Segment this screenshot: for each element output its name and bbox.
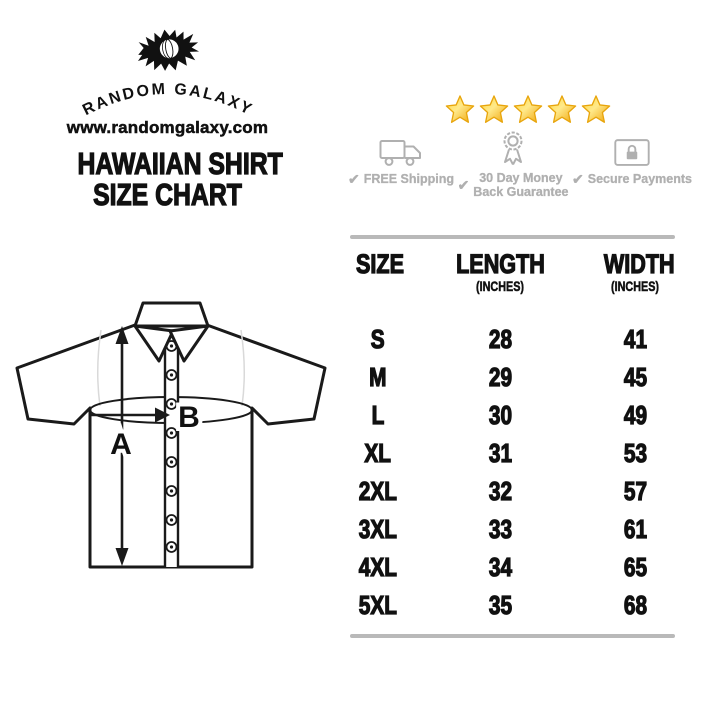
- table-bottom-rule: [350, 634, 675, 638]
- page-title-line1: HAWAIIAN SHIRT: [77, 146, 283, 181]
- column-header-width-unit: (INCHES): [611, 279, 659, 295]
- star-rating: [444, 94, 612, 126]
- badge-money-back: ✔ 30 Day Money Back Guarantee: [458, 130, 569, 200]
- star-icon: [580, 94, 612, 126]
- length-value: 29: [488, 361, 512, 392]
- column-header-width: WIDTH: [603, 249, 675, 279]
- table-row: 2XL 32 57: [350, 472, 675, 510]
- website-url: www.randomgalaxy.com: [66, 118, 269, 138]
- length-arrow: [115, 326, 129, 566]
- width-value: 41: [623, 323, 647, 354]
- length-value: 35: [488, 589, 512, 620]
- star-icon: [546, 94, 578, 126]
- width-value: 65: [623, 551, 647, 582]
- page-title-line2: SIZE CHART: [93, 177, 243, 212]
- star-icon: [512, 94, 544, 126]
- badge-label-line2: Back Guarantee: [473, 185, 569, 200]
- table-body: S 28 41 M 29 45 L 30 49 XL 31 53 2XL 32: [350, 320, 675, 624]
- badge-label: 30 Day Money: [479, 171, 563, 185]
- size-table: SIZE LENGTH (INCHES) WIDTH (INCHES) S 28…: [350, 235, 675, 638]
- truck-icon: [379, 140, 421, 166]
- table-top-rule: [350, 235, 675, 239]
- size-value: 2XL: [358, 475, 397, 506]
- trust-badges: ✔ FREE Shipping ✔ 30 Day Money: [348, 130, 692, 200]
- table-row: S 28 41: [350, 320, 675, 358]
- length-value: 30: [488, 399, 512, 430]
- table-row: L 30 49: [350, 396, 675, 434]
- width-value: 45: [623, 361, 647, 392]
- size-value: M: [368, 361, 387, 392]
- width-value: 68: [623, 589, 647, 620]
- ribbon-icon: [503, 131, 523, 165]
- table-row: 4XL 34 65: [350, 548, 675, 586]
- badge-label: Secure Payments: [587, 172, 693, 187]
- size-value: L: [371, 399, 385, 430]
- column-header-length: LENGTH: [455, 249, 545, 279]
- length-value: 32: [488, 475, 512, 506]
- table-row: XL 31 53: [350, 434, 675, 472]
- size-value: 5XL: [358, 589, 397, 620]
- width-arrow: [90, 407, 170, 423]
- brand-name: RANDOM GALAXY: [80, 81, 254, 118]
- badge-free-shipping: ✔ FREE Shipping: [348, 130, 454, 200]
- column-header-size: SIZE: [355, 249, 405, 279]
- svg-text:RANDOM GALAXY: RANDOM GALAXY: [80, 81, 256, 118]
- width-value: 53: [623, 437, 647, 468]
- width-value: 57: [623, 475, 647, 506]
- width-value: 61: [623, 513, 647, 544]
- lock-icon: [614, 139, 650, 166]
- brand-block: RANDOM GALAXY www.randomgalaxy.com HAWAI…: [55, 28, 283, 212]
- label-a: A: [110, 428, 132, 461]
- star-icon: [444, 94, 476, 126]
- length-value: 28: [488, 323, 512, 354]
- badge-secure-payments: ✔ Secure Payments: [572, 130, 692, 200]
- table-row: 5XL 35 68: [350, 586, 675, 624]
- check-icon: ✔: [457, 176, 470, 193]
- column-header-length-unit: (INCHES): [476, 279, 524, 295]
- page-title: HAWAIIAN SHIRT SIZE CHART: [55, 146, 283, 212]
- collar: [133, 301, 210, 363]
- galaxy-eye-logo-icon: [137, 29, 199, 71]
- length-value: 34: [488, 551, 512, 582]
- badge-label: FREE Shipping: [363, 172, 455, 187]
- table-row: M 29 45: [350, 358, 675, 396]
- shirt-measurement-diagram: A B: [8, 288, 340, 633]
- star-icon: [478, 94, 510, 126]
- label-b: B: [178, 401, 200, 434]
- size-value: XL: [364, 437, 392, 468]
- length-value: 33: [488, 513, 512, 544]
- brand-name-arc: RANDOM GALAXY: [80, 81, 256, 118]
- check-icon: ✔: [572, 171, 584, 187]
- table-row: 3XL 33 61: [350, 510, 675, 548]
- table-header: SIZE LENGTH (INCHES) WIDTH (INCHES): [350, 239, 675, 296]
- size-value: S: [370, 323, 385, 354]
- size-value: 3XL: [358, 513, 397, 544]
- length-value: 31: [488, 437, 512, 468]
- width-value: 49: [623, 399, 647, 430]
- check-icon: ✔: [348, 171, 360, 187]
- size-value: 4XL: [358, 551, 397, 582]
